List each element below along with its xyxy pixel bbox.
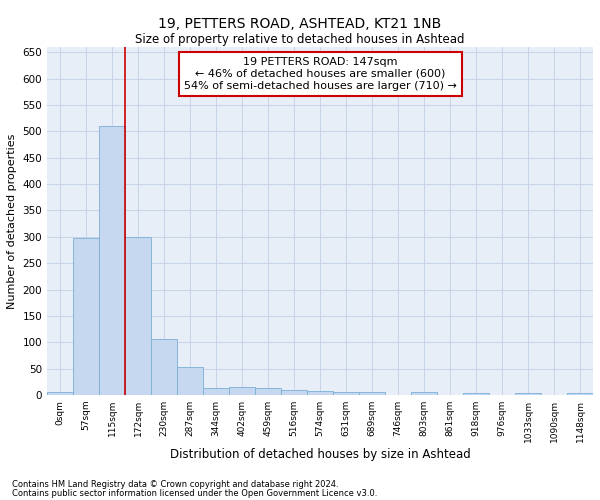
Bar (255, 388, 281, 395)
Bar (515, 393, 541, 395)
Bar (47, 392, 73, 395)
Bar (99, 126, 125, 395)
Bar (463, 393, 489, 395)
Bar (203, 388, 229, 395)
Bar (567, 393, 593, 395)
Bar (151, 338, 177, 395)
Text: 19, PETTERS ROAD, ASHTEAD, KT21 1NB: 19, PETTERS ROAD, ASHTEAD, KT21 1NB (158, 18, 442, 32)
Text: Size of property relative to detached houses in Ashtead: Size of property relative to detached ho… (135, 33, 465, 46)
Bar (125, 237, 151, 395)
Text: 19 PETTERS ROAD: 147sqm
← 46% of detached houses are smaller (600)
54% of semi-d: 19 PETTERS ROAD: 147sqm ← 46% of detache… (184, 58, 457, 90)
X-axis label: Distribution of detached houses by size in Ashtead: Distribution of detached houses by size … (170, 448, 470, 460)
Bar (177, 367, 203, 395)
Text: Contains HM Land Registry data © Crown copyright and database right 2024.: Contains HM Land Registry data © Crown c… (12, 480, 338, 489)
Bar (359, 392, 385, 395)
Bar (333, 392, 359, 395)
Bar (73, 238, 99, 395)
Bar (307, 392, 333, 395)
Bar (229, 387, 255, 395)
Bar (411, 392, 437, 395)
Text: Contains public sector information licensed under the Open Government Licence v3: Contains public sector information licen… (12, 489, 377, 498)
Y-axis label: Number of detached properties: Number of detached properties (7, 134, 17, 308)
Bar (281, 390, 307, 395)
